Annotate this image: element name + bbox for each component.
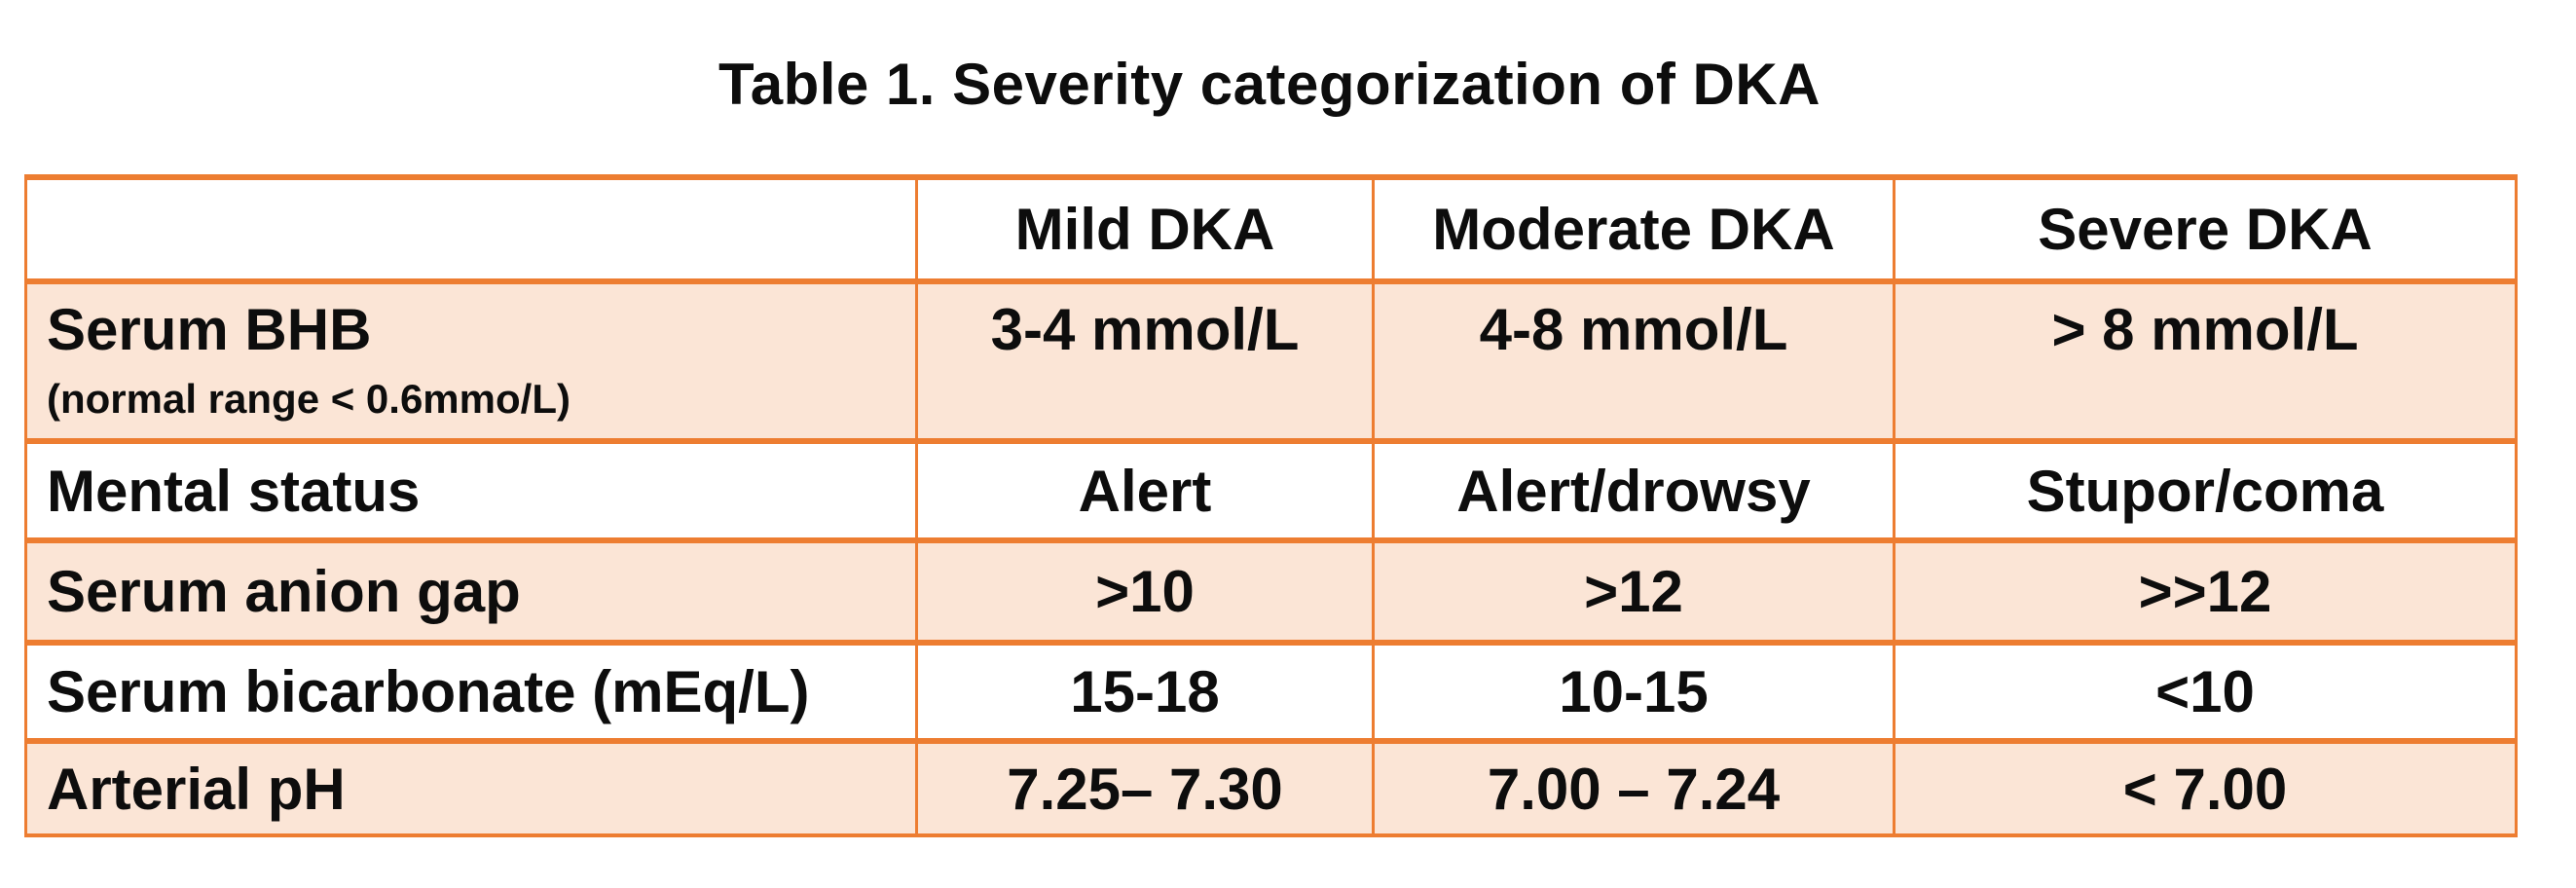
column-header-mild-dka: Mild DKA [915, 174, 1375, 284]
table-row-serum-bhb: Serum BHB (normal range < 0.6mmo/L) 3-4 … [24, 278, 2518, 444]
cell-bhb-mild: 3-4 mmol/L [915, 278, 1375, 444]
column-header-severe-dka: Severe DKA [1893, 174, 2518, 284]
header-row: Mild DKA Moderate DKA Severe DKA [24, 174, 2518, 284]
cell-anion-moderate: >12 [1372, 537, 1895, 646]
table-row-arterial-ph: Arterial pH 7.25– 7.30 7.00 – 7.24 < 7.0… [24, 738, 2518, 837]
cell-anion-mild: >10 [915, 537, 1375, 646]
cell-bicarb-moderate: 10-15 [1372, 640, 1895, 744]
row-label-bicarbonate: Serum bicarbonate (mEq/L) [24, 640, 918, 744]
cell-bhb-moderate: 4-8 mmol/L [1372, 278, 1895, 444]
row-label-text: Serum BHB [47, 297, 372, 362]
cell-bhb-severe: > 8 mmol/L [1893, 278, 2518, 444]
table-title: Table 1. Severity categorization of DKA [718, 52, 1821, 117]
cell-bicarb-severe: <10 [1893, 640, 2518, 744]
table-row-anion-gap: Serum anion gap >10 >12 >>12 [24, 537, 2518, 646]
cell-mental-moderate: Alert/drowsy [1372, 438, 1895, 543]
cell-anion-severe: >>12 [1893, 537, 2518, 646]
row-label-arterial-ph: Arterial pH [24, 738, 918, 837]
row-label-anion-gap: Serum anion gap [24, 537, 918, 646]
row-sublabel-normal-range: (normal range < 0.6mmo/L) [47, 376, 570, 422]
cell-ph-mild: 7.25– 7.30 [915, 738, 1375, 837]
cell-ph-moderate: 7.00 – 7.24 [1372, 738, 1895, 837]
column-header-blank [24, 174, 918, 284]
column-header-moderate-dka: Moderate DKA [1372, 174, 1895, 284]
severity-table: Mild DKA Moderate DKA Severe DKA Serum B… [24, 174, 2518, 837]
cell-mental-mild: Alert [915, 438, 1375, 543]
cell-bicarb-mild: 15-18 [915, 640, 1375, 744]
cell-mental-severe: Stupor/coma [1893, 438, 2518, 543]
row-label-serum-bhb: Serum BHB (normal range < 0.6mmo/L) [24, 278, 918, 444]
table-row-mental-status: Mental status Alert Alert/drowsy Stupor/… [24, 438, 2518, 543]
cell-ph-severe: < 7.00 [1893, 738, 2518, 837]
row-label-mental-status: Mental status [24, 438, 918, 543]
table-row-bicarbonate: Serum bicarbonate (mEq/L) 15-18 10-15 <1… [24, 640, 2518, 744]
